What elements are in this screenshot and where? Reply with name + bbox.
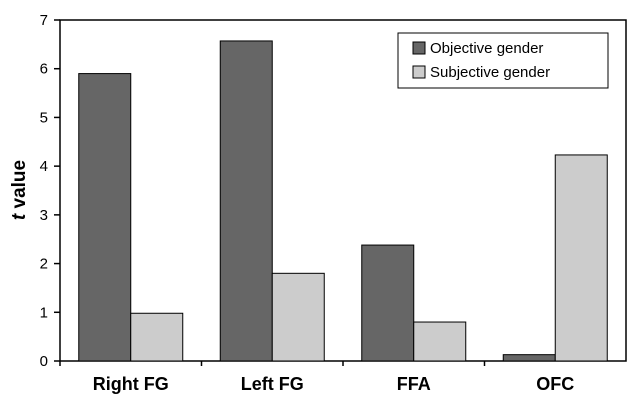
legend-label: Objective gender bbox=[430, 40, 543, 57]
legend-swatch bbox=[412, 41, 426, 55]
legend-box bbox=[397, 32, 609, 89]
bar-objective-right-fg bbox=[78, 73, 132, 362]
category-label: OFC bbox=[536, 374, 574, 394]
y-axis: 0 1 2 3 4 5 6 7 bbox=[40, 12, 60, 370]
y-tick-label: 3 bbox=[40, 207, 48, 224]
y-tick-label: 5 bbox=[40, 109, 48, 126]
legend-swatch bbox=[412, 65, 426, 79]
bar-objective-ffa bbox=[361, 244, 415, 362]
x-axis: Right FG Left FG FFA OFC bbox=[59, 361, 574, 394]
bar-subjective-ffa bbox=[413, 321, 467, 362]
y-tick-label: 2 bbox=[40, 256, 48, 273]
bar-subjective-right-fg bbox=[130, 312, 184, 362]
y-axis-title-italic: t bbox=[9, 213, 30, 220]
y-axis-title-rest: value bbox=[9, 160, 30, 214]
y-axis-title: t value bbox=[9, 160, 30, 220]
y-tick-label: 6 bbox=[40, 61, 48, 78]
category-label: Right FG bbox=[93, 374, 169, 394]
bar-subjective-ofc bbox=[554, 154, 608, 362]
bar-subjective-left-fg bbox=[271, 272, 325, 362]
y-tick-label: 1 bbox=[40, 304, 48, 321]
category-label: FFA bbox=[397, 374, 431, 394]
legend: Objective gender Subjective gender bbox=[397, 32, 609, 89]
category-label: Left FG bbox=[241, 374, 304, 394]
y-tick-label: 0 bbox=[40, 353, 48, 370]
y-tick-label: 4 bbox=[40, 158, 48, 175]
bar-objective-left-fg bbox=[219, 40, 273, 362]
bar-objective-ofc bbox=[502, 354, 556, 362]
y-tick-label: 7 bbox=[40, 12, 48, 29]
legend-label: Subjective gender bbox=[430, 64, 550, 81]
bars bbox=[78, 40, 608, 362]
